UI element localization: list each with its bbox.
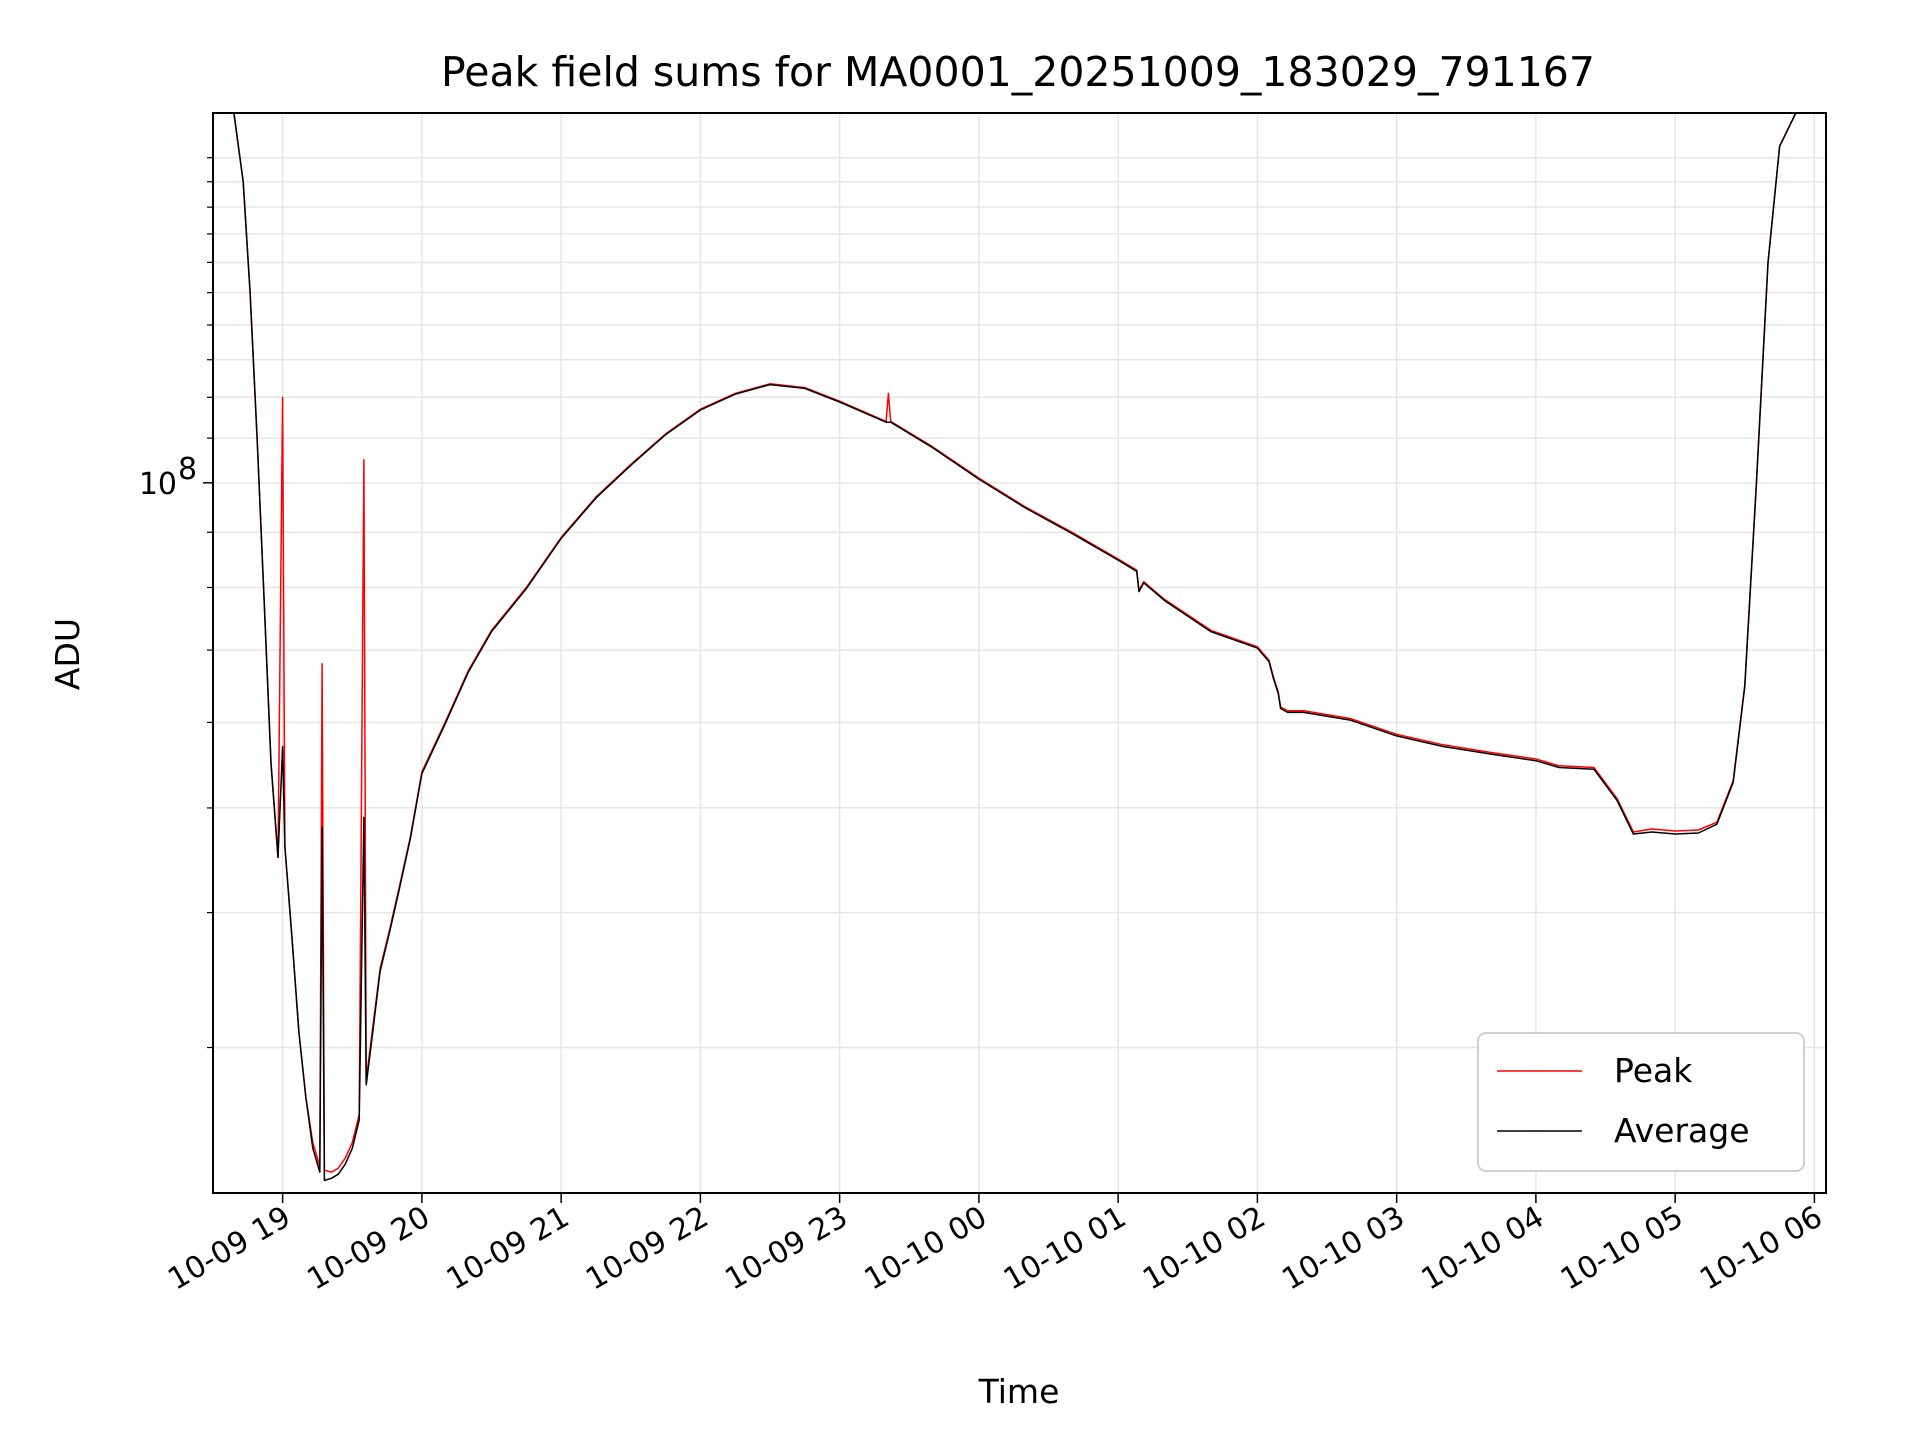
legend-peak-label: Peak: [1614, 1051, 1693, 1090]
chart-title: Peak field sums for MA0001_20251009_1830…: [441, 48, 1595, 96]
legend-box: [1477, 1032, 1805, 1172]
series-lines: [213, 112, 1826, 1182]
y-tick-exponent: 8: [178, 452, 197, 487]
legend: Peak Average: [1477, 1032, 1805, 1172]
x-axis-label: Time: [978, 1372, 1060, 1411]
y-tick-label: 10: [139, 467, 177, 502]
series-line-peak: [213, 112, 1826, 1173]
series-line-average: [213, 112, 1826, 1182]
grid: [213, 113, 1826, 1193]
y-axis: 10 8: [139, 157, 213, 1049]
plot-frame: [212, 112, 1827, 1194]
y-axis-label: ADU: [48, 618, 87, 690]
legend-average-label: Average: [1614, 1111, 1750, 1150]
